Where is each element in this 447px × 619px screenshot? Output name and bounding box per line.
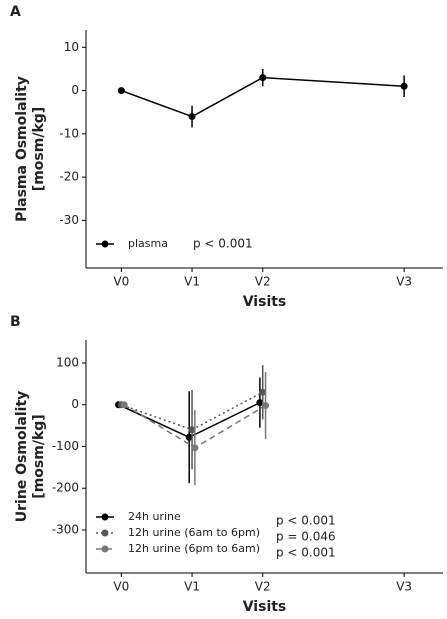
point (259, 388, 267, 396)
p-value: p < 0.001 (276, 514, 336, 528)
panel-label: A (10, 4, 21, 20)
y-tick-label: 10 (64, 40, 79, 54)
y-tick-label: -30 (59, 213, 79, 227)
point (120, 401, 128, 409)
x-tick-label: V1 (184, 275, 200, 289)
x-tick-label: V2 (255, 275, 271, 289)
point (256, 399, 264, 407)
p-value: p < 0.001 (276, 546, 336, 560)
x-tick-label: V3 (396, 275, 412, 289)
point (185, 433, 193, 441)
legend-marker (101, 545, 109, 553)
legend-label: plasma (128, 237, 168, 250)
y-tick-label: -300 (52, 522, 79, 536)
x-tick-label: V2 (255, 580, 271, 594)
y-tick-label: -100 (52, 439, 79, 453)
x-tick-label: V1 (184, 580, 200, 594)
point (259, 74, 267, 82)
point (400, 82, 408, 90)
p-value: p = 0.046 (276, 530, 336, 544)
point (188, 113, 196, 121)
legend-label: 12h urine (6am to 6pm) (128, 526, 260, 539)
legend-marker (101, 513, 109, 521)
point (188, 426, 196, 434)
y-tick-label: -200 (52, 481, 79, 495)
point (191, 444, 199, 452)
x-axis-label: Visits (243, 599, 287, 615)
y-tick-label: -20 (59, 170, 79, 184)
y-tick-label: 0 (71, 397, 79, 411)
legend-label: 24h urine (128, 510, 181, 523)
y-axis-label: Plasma Osmolality (14, 76, 30, 222)
legend-label: 12h urine (6pm to 6am) (128, 542, 260, 555)
x-tick-label: V0 (113, 275, 129, 289)
legend-marker (101, 240, 109, 248)
x-tick-label: V3 (396, 580, 412, 594)
x-tick-label: V0 (113, 580, 129, 594)
y-tick-label: 100 (56, 355, 79, 369)
y-axis-label: Urine Osmolality (14, 391, 30, 523)
point (262, 402, 270, 410)
y-axis-label: [mosm/kg] (31, 414, 47, 498)
point (117, 87, 125, 95)
panel-label: B (10, 314, 21, 330)
p-value: p < 0.001 (193, 237, 253, 251)
legend-marker (101, 529, 109, 537)
y-tick-label: -10 (59, 126, 79, 140)
y-tick-label: 0 (71, 83, 79, 97)
series-line (121, 76, 405, 118)
y-axis-label: [mosm/kg] (31, 107, 47, 191)
x-axis-label: Visits (243, 294, 287, 310)
